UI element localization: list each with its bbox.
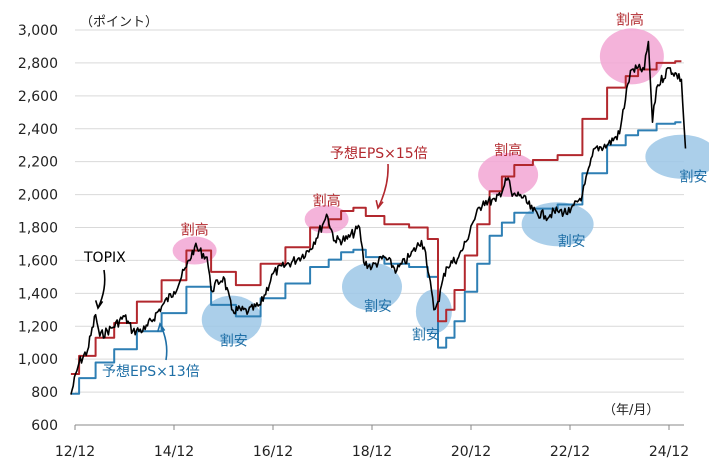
overvalued-label: 割高	[616, 11, 644, 28]
x-tick-labels: 12/12 14/12 16/12 18/12 20/12 22/12 24/12	[55, 425, 689, 460]
annotation-labels: 割高割高割高割高割安割安割安割安割安TOPIX予想EPS×15倍予想EPS×13…	[83, 11, 707, 380]
y-tick-label: 1,400	[18, 286, 58, 302]
y-tick-label: 2,600	[18, 89, 58, 105]
overvalued-bubble	[304, 205, 349, 234]
y-tick-label: 2,800	[18, 56, 58, 72]
eps13-arrow-head	[156, 322, 166, 332]
overvalued-label: 割高	[494, 142, 522, 159]
undervalued-bubble	[415, 289, 452, 334]
eps13-series-label: 予想EPS×13倍	[102, 364, 200, 380]
eps15-series-label: 予想EPS×15倍	[330, 146, 428, 162]
y-unit-label: （ポイント）	[80, 15, 158, 30]
overvalued-label: 割高	[181, 222, 209, 239]
x-tick-label: 18/12	[352, 444, 392, 460]
y-tick-label: 1,000	[18, 352, 58, 368]
y-tick-label: 2,400	[18, 122, 58, 138]
x-tick-label: 22/12	[550, 444, 590, 460]
undervalued-bubble	[645, 134, 709, 179]
eps15-line	[70, 60, 682, 375]
undervalued-label: 割安	[364, 298, 392, 315]
eps13-line	[70, 121, 682, 395]
overvalued-bubble	[478, 152, 539, 197]
eps15-arrow	[377, 163, 389, 209]
undervalued-label: 割安	[679, 169, 707, 186]
x-tick-label: 12/12	[55, 444, 95, 460]
x-tick-label: 20/12	[451, 444, 491, 460]
topix-series-label: TOPIX	[83, 250, 126, 266]
topix-arrow-head	[94, 300, 104, 310]
y-tick-label: 2,000	[18, 188, 58, 204]
y-tick-label: 600	[31, 418, 58, 434]
undervalued-bubble	[521, 202, 594, 247]
x-tick-label: 14/12	[154, 444, 194, 460]
undervalued-label: 割安	[558, 233, 586, 250]
x-tick-label: 24/12	[649, 444, 689, 460]
undervalued-label: 割安	[220, 333, 248, 350]
undervalued-bubble	[342, 262, 402, 311]
eps15-arrow-head	[375, 200, 384, 210]
x-tick-label: 16/12	[253, 444, 293, 460]
y-tick-label: 1,200	[18, 319, 58, 335]
y-tick-label: 2,200	[18, 155, 58, 171]
y-tick-label: 3,000	[18, 23, 58, 39]
series-lines	[70, 40, 687, 395]
undervalued-bubble	[201, 295, 262, 344]
overvalued-label: 割高	[313, 192, 341, 209]
topix-line	[70, 40, 687, 395]
y-tick-label: 800	[31, 385, 58, 401]
y-tick-labels: 600 800 1,000 1,200 1,400 1,600 1,800 2,000 2,20…	[18, 23, 58, 434]
x-unit-label: （年/月）	[603, 403, 659, 418]
undervalued-label: 割安	[412, 326, 440, 343]
y-tick-label: 1,600	[18, 253, 58, 269]
y-tick-label: 1,800	[18, 221, 58, 237]
